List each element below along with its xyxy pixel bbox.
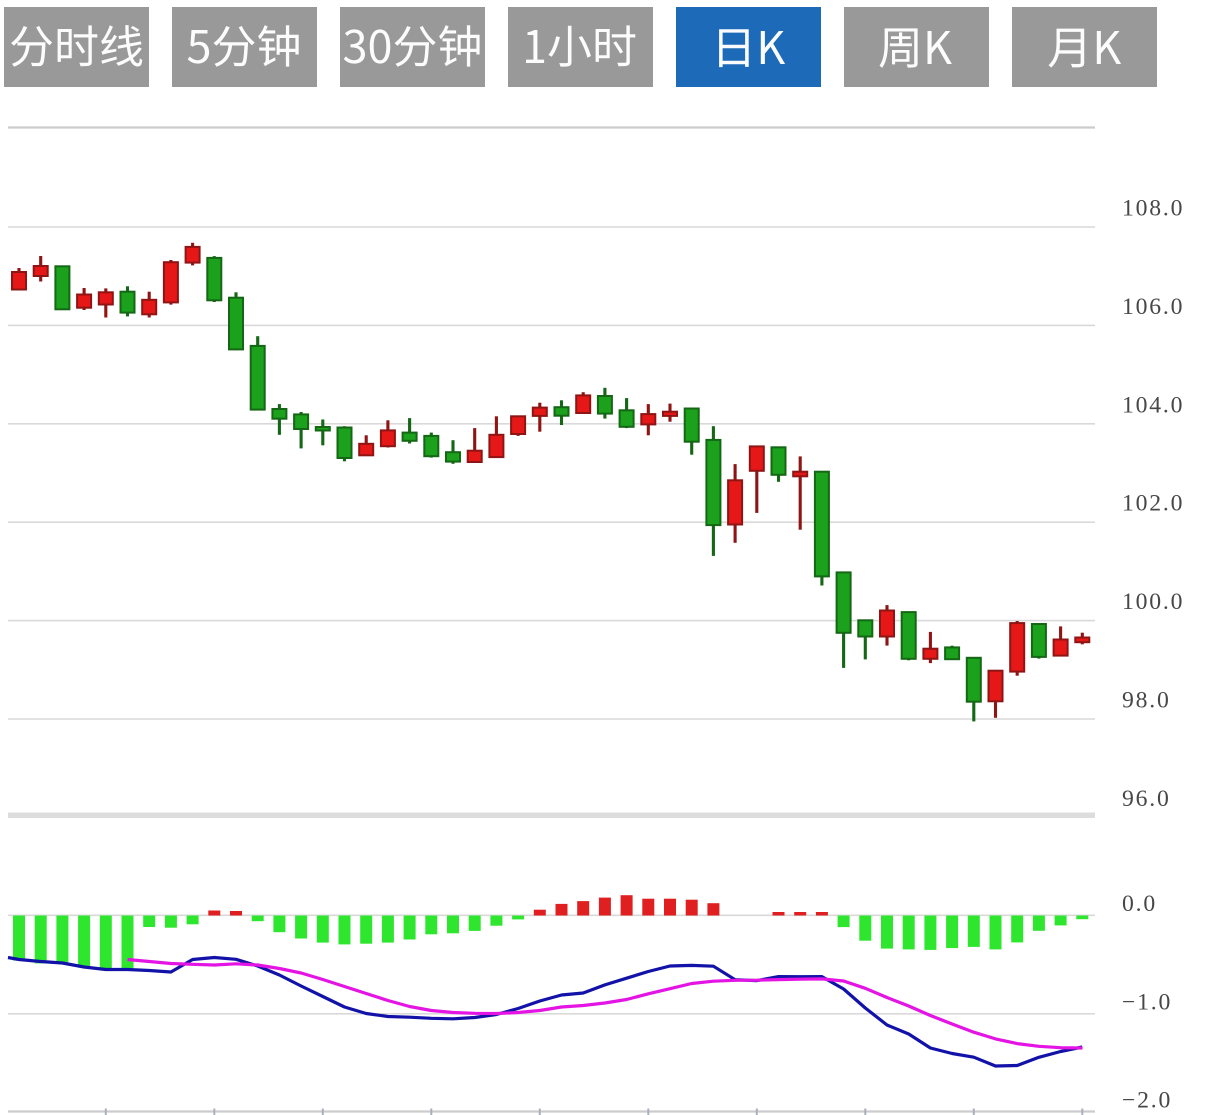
svg-text:106.0: 106.0 [1122,294,1184,320]
svg-text:100.0: 100.0 [1122,589,1184,615]
svg-text:102.0: 102.0 [1122,491,1184,517]
svg-text:0.0: 0.0 [1122,891,1157,917]
svg-text:108.0: 108.0 [1122,196,1184,222]
svg-text:104.0: 104.0 [1122,392,1184,418]
svg-text:98.0: 98.0 [1122,688,1171,714]
svg-text:−2.0: −2.0 [1122,1087,1172,1113]
svg-text:96.0: 96.0 [1122,786,1171,812]
svg-text:−1.0: −1.0 [1122,990,1172,1016]
